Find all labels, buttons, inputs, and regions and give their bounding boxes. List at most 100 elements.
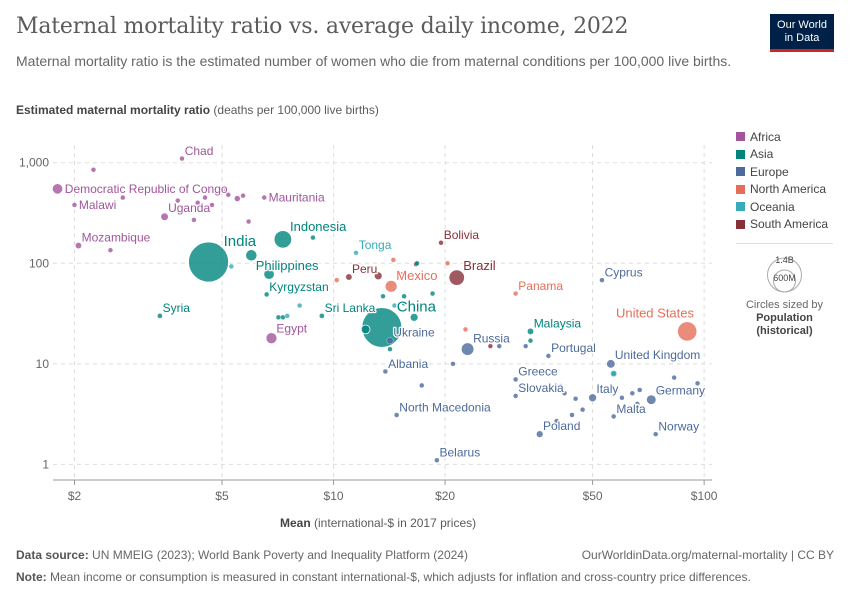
point[interactable] <box>444 260 451 266</box>
point-greece[interactable] <box>513 376 519 382</box>
point-germany[interactable] <box>646 394 657 405</box>
point[interactable] <box>695 380 701 386</box>
point-slovakia[interactable] <box>513 393 519 399</box>
point[interactable] <box>401 293 407 299</box>
point-norway[interactable] <box>653 431 659 437</box>
point[interactable] <box>569 412 575 418</box>
point-cyprus[interactable] <box>599 277 605 283</box>
point[interactable] <box>120 195 126 201</box>
point[interactable] <box>619 395 625 401</box>
legend-item-north-america[interactable]: North America <box>736 181 828 199</box>
point[interactable] <box>561 390 568 396</box>
point-india[interactable] <box>188 241 229 283</box>
legend-item-europe[interactable]: Europe <box>736 163 828 181</box>
point[interactable] <box>573 396 579 402</box>
point-indonesia[interactable] <box>273 230 293 249</box>
point-kyrgyzstan[interactable] <box>264 291 270 297</box>
point-philippines[interactable] <box>245 249 258 262</box>
point-chad[interactable] <box>179 155 185 162</box>
point[interactable] <box>450 361 456 367</box>
point[interactable] <box>161 186 168 193</box>
point-mozambique[interactable] <box>75 242 82 249</box>
point[interactable] <box>90 167 96 173</box>
point[interactable] <box>275 314 281 320</box>
point[interactable] <box>430 291 436 297</box>
point[interactable] <box>554 418 560 424</box>
point[interactable] <box>637 387 643 393</box>
point[interactable] <box>297 302 303 309</box>
point-portugal[interactable] <box>545 353 551 359</box>
point-tonga[interactable] <box>353 250 359 256</box>
point-brazil[interactable] <box>448 269 465 286</box>
source-url-link[interactable]: OurWorldinData.org/maternal-mortality | … <box>581 548 834 562</box>
point[interactable] <box>523 343 529 349</box>
point-panama[interactable] <box>513 291 519 297</box>
point[interactable] <box>496 343 502 349</box>
point-belarus[interactable] <box>434 457 440 463</box>
point[interactable] <box>527 338 534 344</box>
point[interactable] <box>401 300 407 306</box>
point[interactable] <box>610 370 617 377</box>
point[interactable] <box>462 326 469 332</box>
point[interactable] <box>284 313 290 319</box>
point[interactable] <box>234 195 241 202</box>
point-mauritania[interactable] <box>261 195 267 201</box>
point[interactable] <box>246 218 252 225</box>
point[interactable] <box>228 263 234 269</box>
point[interactable] <box>634 401 640 407</box>
point[interactable] <box>374 271 383 280</box>
point-mexico[interactable] <box>384 279 398 293</box>
point[interactable] <box>310 235 316 241</box>
point-united-kingdom[interactable] <box>606 359 616 369</box>
point[interactable] <box>370 306 376 312</box>
point[interactable] <box>487 343 493 349</box>
point[interactable] <box>380 293 386 299</box>
point[interactable] <box>240 193 246 199</box>
point[interactable] <box>657 389 663 395</box>
point[interactable] <box>580 407 586 413</box>
point[interactable] <box>671 375 677 381</box>
point[interactable] <box>390 257 396 263</box>
point-poland[interactable] <box>536 430 544 438</box>
legend-item-south-america[interactable]: South America <box>736 216 828 234</box>
point-uganda[interactable] <box>160 212 169 221</box>
point[interactable] <box>419 382 425 388</box>
point-malawi[interactable] <box>71 202 78 208</box>
legend-item-africa[interactable]: Africa <box>736 128 828 146</box>
point[interactable] <box>414 260 420 266</box>
point-egypt[interactable] <box>265 332 278 345</box>
legend-item-oceania[interactable]: Oceania <box>736 198 828 216</box>
point-russia[interactable] <box>460 342 475 356</box>
owid-logo[interactable]: Our World in Data <box>770 14 834 52</box>
point[interactable] <box>280 314 286 320</box>
legend-item-asia[interactable]: Asia <box>736 146 828 164</box>
point[interactable] <box>107 247 113 253</box>
point-united-states[interactable] <box>677 321 698 342</box>
point-north-macedonia[interactable] <box>394 412 400 418</box>
point[interactable] <box>209 202 215 208</box>
point[interactable] <box>410 313 419 322</box>
point[interactable] <box>202 195 208 201</box>
point[interactable] <box>399 271 405 277</box>
point[interactable] <box>175 198 181 204</box>
point[interactable] <box>629 390 635 396</box>
point[interactable] <box>387 346 393 352</box>
point-democratic-republic-of-congo[interactable] <box>51 183 64 195</box>
point[interactable] <box>360 324 371 335</box>
point[interactable] <box>263 268 275 280</box>
point-bolivia[interactable] <box>438 240 444 246</box>
point-sri-lanka[interactable] <box>319 313 325 319</box>
point-malta[interactable] <box>611 413 617 419</box>
point[interactable] <box>334 277 340 283</box>
point[interactable] <box>558 383 564 389</box>
point[interactable] <box>195 200 201 206</box>
point[interactable] <box>191 217 197 223</box>
point-ukraine[interactable] <box>386 337 394 345</box>
point-malaysia[interactable] <box>527 328 534 335</box>
point-albania[interactable] <box>382 368 388 375</box>
point-italy[interactable] <box>588 393 598 403</box>
point[interactable] <box>222 187 228 193</box>
point-peru[interactable] <box>345 273 353 281</box>
point[interactable] <box>225 192 231 198</box>
point[interactable] <box>391 302 397 309</box>
